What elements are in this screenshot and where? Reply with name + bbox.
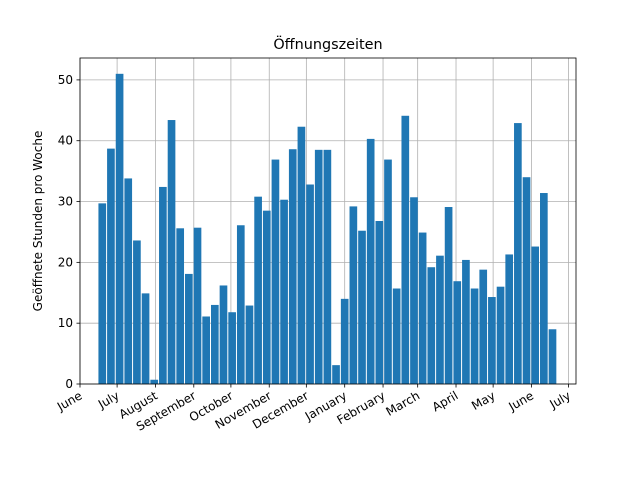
bar bbox=[219, 285, 228, 384]
bar bbox=[479, 269, 488, 384]
bar bbox=[496, 286, 505, 384]
y-axis-ticks: 0 10 20 30 40 50 bbox=[58, 73, 80, 391]
bar bbox=[167, 120, 176, 384]
plot-frame bbox=[79, 57, 577, 385]
bar bbox=[107, 148, 115, 384]
y-tick-label: 40 bbox=[58, 134, 73, 148]
bar bbox=[254, 196, 262, 384]
bar bbox=[531, 246, 540, 384]
bar bbox=[514, 123, 522, 384]
bar bbox=[133, 240, 141, 384]
y-tick-label: 10 bbox=[58, 316, 73, 330]
axes bbox=[79, 57, 577, 385]
bar bbox=[488, 297, 496, 384]
bar bbox=[505, 254, 514, 384]
bar bbox=[349, 206, 358, 384]
bar bbox=[150, 379, 159, 384]
y-tick-label: 30 bbox=[58, 195, 73, 209]
y-axis-label: Geöffnete Stunden pro Woche bbox=[31, 131, 45, 312]
bars bbox=[98, 73, 557, 385]
chart-title: Öffnungszeiten bbox=[273, 35, 382, 53]
bar bbox=[124, 178, 133, 384]
bar bbox=[522, 177, 531, 384]
bar bbox=[427, 267, 436, 384]
bar bbox=[366, 138, 375, 384]
bar bbox=[410, 197, 418, 384]
bar bbox=[384, 159, 392, 384]
bar bbox=[470, 288, 479, 384]
y-tick-label: 20 bbox=[58, 255, 73, 269]
bar bbox=[392, 288, 401, 384]
bar bbox=[176, 228, 185, 384]
bar bbox=[340, 298, 349, 384]
bar bbox=[288, 149, 297, 384]
bar bbox=[418, 232, 427, 384]
bar bbox=[245, 305, 254, 384]
bar bbox=[228, 312, 236, 384]
bar bbox=[141, 293, 150, 384]
bar bbox=[436, 255, 444, 384]
bar bbox=[358, 230, 366, 384]
bar bbox=[444, 207, 453, 384]
bar bbox=[210, 304, 219, 384]
bar bbox=[548, 329, 557, 384]
bar bbox=[262, 210, 271, 384]
bar bbox=[375, 221, 384, 384]
bar bbox=[453, 281, 462, 384]
bar bbox=[159, 186, 167, 384]
bar bbox=[202, 316, 210, 384]
y-tick-label: 50 bbox=[58, 73, 73, 87]
bar bbox=[323, 149, 332, 384]
bar bbox=[185, 273, 193, 384]
bar bbox=[306, 184, 314, 384]
bar bbox=[540, 193, 548, 384]
bar bbox=[193, 227, 202, 384]
bar bbox=[297, 126, 306, 385]
bar bbox=[314, 149, 323, 384]
bar bbox=[115, 73, 124, 385]
bar bbox=[236, 225, 245, 384]
bar bbox=[401, 115, 410, 385]
bar bbox=[462, 259, 470, 384]
bar bbox=[280, 199, 288, 384]
bar bbox=[271, 159, 280, 384]
bar bbox=[98, 203, 107, 384]
y-tick-label: 0 bbox=[65, 377, 73, 391]
bar bbox=[332, 365, 340, 384]
